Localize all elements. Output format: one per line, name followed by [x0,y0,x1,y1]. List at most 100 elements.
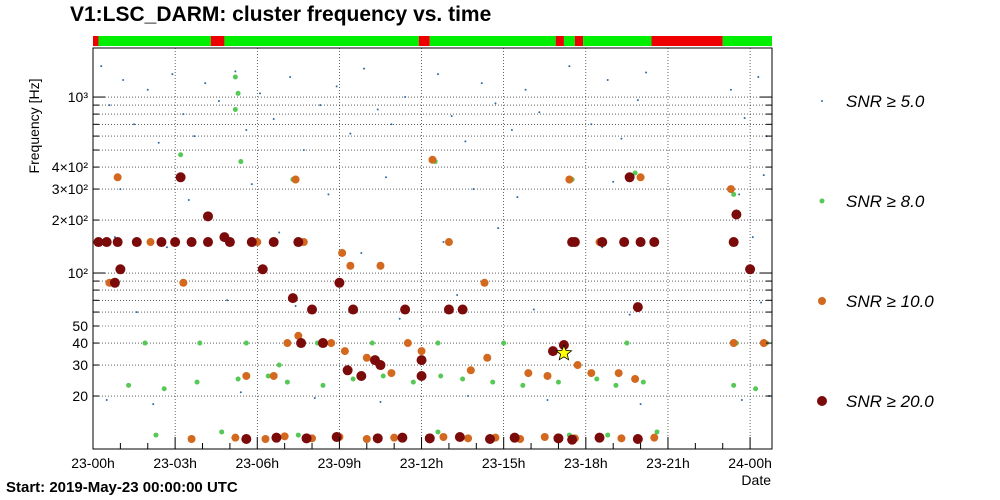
data-point [112,237,123,248]
data-point [565,175,574,184]
data-point [217,99,220,102]
data-point [439,433,448,442]
data-point [466,366,475,375]
data-point [119,188,122,191]
state-segment-on [563,36,575,46]
legend-label: SNR ≥ 20.0 [846,392,934,411]
data-point [729,339,738,348]
y-tick-label: 2×10² [52,212,89,228]
data-point [348,304,359,315]
data-point [606,78,609,81]
data-point [259,92,262,95]
data-point [242,371,251,380]
data-point [271,432,282,443]
x-tick-label: 23-09h [318,455,362,471]
data-point [450,115,453,118]
data-point [239,391,242,394]
data-point [156,237,167,248]
data-point [186,237,197,248]
data-point [376,261,385,270]
data-point [456,294,459,297]
data-point [494,102,497,105]
data-point [484,433,495,444]
data-point [404,96,407,99]
data-point [472,188,475,191]
data-point [483,353,492,362]
data-point [219,232,230,243]
data-point [289,76,292,79]
data-point [246,237,257,248]
data-point [619,237,630,248]
data-point [547,346,558,357]
data-point [356,370,367,381]
data-point [731,191,737,197]
data-point [283,339,292,348]
data-point [113,173,122,182]
data-point [379,400,382,403]
data-point [620,137,623,140]
data-point [126,382,132,388]
data-point [293,237,304,248]
state-segment-off [418,36,430,46]
data-point [276,362,282,368]
y-tick-label: 30 [72,357,88,373]
legend: SNR ≥ 5.0 SNR ≥ 8.0 SNR ≥ 10.0 SNR ≥ 20.0 [817,92,934,411]
data-point [238,159,244,165]
data-point [567,434,578,445]
data-point [363,67,366,70]
data-point [294,304,297,307]
data-point [122,78,125,81]
plot-area [92,47,773,450]
data-point [762,174,765,177]
y-tick-label: 4×10² [52,159,89,175]
data-point [568,65,571,68]
data-point [594,376,600,382]
data-point [597,237,608,248]
data-point [416,370,427,381]
data-point [403,339,412,348]
data-point [728,237,739,248]
legend-marker [819,198,825,204]
data-point [650,433,659,442]
data-point [490,379,496,385]
data-point [594,432,605,443]
data-point [301,433,312,444]
data-point [424,433,435,444]
data-point [108,104,111,107]
data-point [232,74,238,80]
data-point [636,99,639,102]
data-point [632,302,643,313]
data-point [331,432,342,443]
data-point [532,308,535,311]
x-tick-label: 23-06h [235,455,279,471]
data-point [265,373,271,379]
data-point [291,175,300,184]
data-point [334,277,345,288]
data-point [350,376,356,382]
legend-marker [817,396,827,406]
data-point [161,386,167,392]
data-point [464,140,467,143]
data-point [349,132,352,135]
data-point [346,261,355,270]
data-point [743,117,746,120]
data-point [397,432,408,443]
state-segment-off [93,36,99,46]
data-point [294,331,303,340]
y-tick-label: 10² [68,265,89,281]
data-point [587,369,596,378]
x-tick-label: 23-15h [482,455,526,471]
state-bar [93,36,772,46]
data-point [360,251,363,254]
data-point [105,398,108,401]
data-point [538,111,541,114]
data-point [398,317,401,320]
legend-marker [818,297,826,305]
data-point [327,193,330,196]
data-point [731,209,742,220]
y-tick-label: 10³ [68,89,89,105]
highlight-star-icon [555,344,573,361]
data-point [745,264,756,275]
data-point [269,371,278,380]
